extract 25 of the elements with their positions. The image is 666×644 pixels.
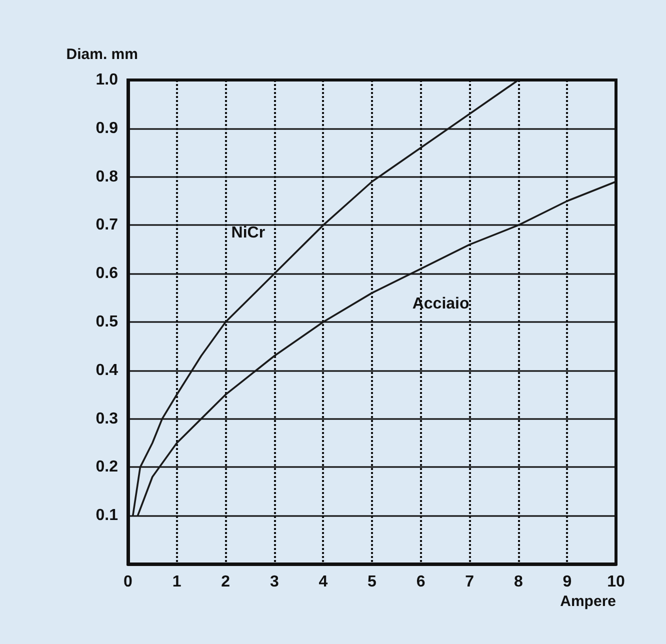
x-tick-label: 1 <box>172 574 182 590</box>
y-tick-label: 0.5 <box>96 314 118 330</box>
y-tick-label: 0.6 <box>96 265 118 282</box>
x-tick-label: 6 <box>416 574 426 590</box>
y-tick-label: 1.0 <box>96 72 118 88</box>
x-tick-label: 7 <box>465 574 474 590</box>
y-tick-label: 0.9 <box>96 120 118 137</box>
x-tick-label: 2 <box>221 574 230 590</box>
y-tick-label: 0.4 <box>96 362 118 379</box>
x-tick-label: 9 <box>562 574 572 590</box>
x-tick-label: 4 <box>318 574 328 590</box>
x-tick-label: 0 <box>124 574 133 590</box>
y-tick-label: 0.8 <box>96 168 118 186</box>
x-tick-label: 3 <box>270 574 279 590</box>
x-tick-label: 10 <box>607 574 625 590</box>
x-tick-label: 5 <box>368 574 377 590</box>
x-tick-label: 8 <box>514 574 523 590</box>
y-tick-label: 0.3 <box>96 410 118 428</box>
series-label: Acciaio <box>412 295 470 312</box>
y-axis-title: Diam. mm <box>66 46 138 63</box>
y-tick-label: 0.1 <box>96 507 118 524</box>
y-tick-label: 0.7 <box>96 216 118 234</box>
y-tick-label: 0.2 <box>96 458 118 476</box>
series-label: NiCr <box>231 224 266 242</box>
x-axis-title: Ampere <box>560 593 616 610</box>
